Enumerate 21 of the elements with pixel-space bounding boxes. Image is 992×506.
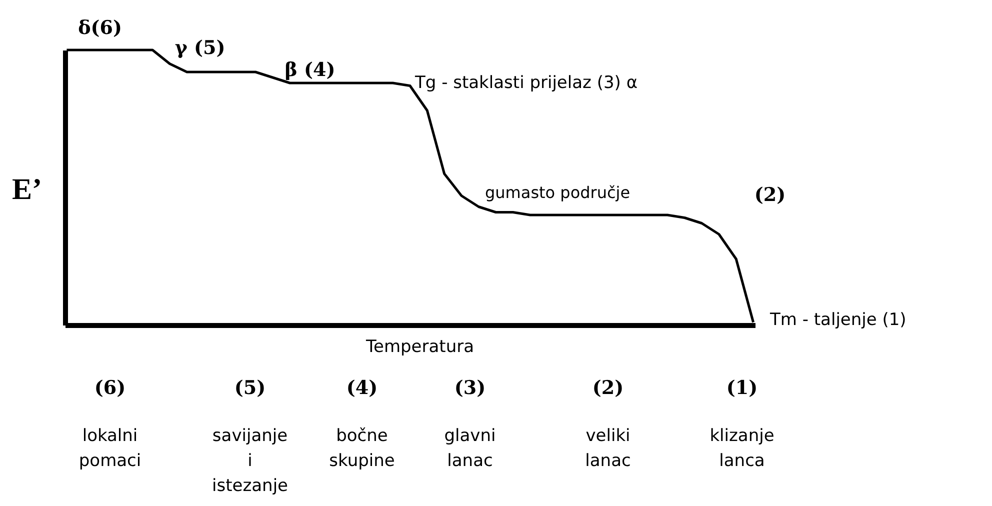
text: lokalni pomaci [78, 426, 142, 471]
text: (5) [234, 377, 266, 399]
text: (2) [592, 377, 624, 399]
text: (6) [94, 377, 126, 399]
annotation: γ (5) [174, 37, 226, 59]
text: δ(6) [78, 17, 122, 39]
text: bočne skupine [329, 426, 395, 471]
text: (3) [454, 377, 486, 399]
x-axis-title: Temperatura [364, 337, 474, 357]
annotation: (2) [754, 184, 786, 206]
text: (4) [346, 377, 378, 399]
annotation: β (4) [284, 59, 336, 81]
text: veliki lanac [585, 426, 631, 471]
text: (1) [726, 377, 758, 399]
annotation: Tg - staklasti prijelaz (3) α [414, 73, 638, 93]
text: savijanje i istezanje [212, 426, 288, 496]
text: Tm - taljenje (1) [769, 310, 906, 330]
text: glavni lanac [444, 426, 496, 471]
text: klizanje lanca [710, 426, 774, 471]
annotation: gumasto područje [485, 183, 630, 202]
y-axis-title: E’ [12, 173, 42, 206]
